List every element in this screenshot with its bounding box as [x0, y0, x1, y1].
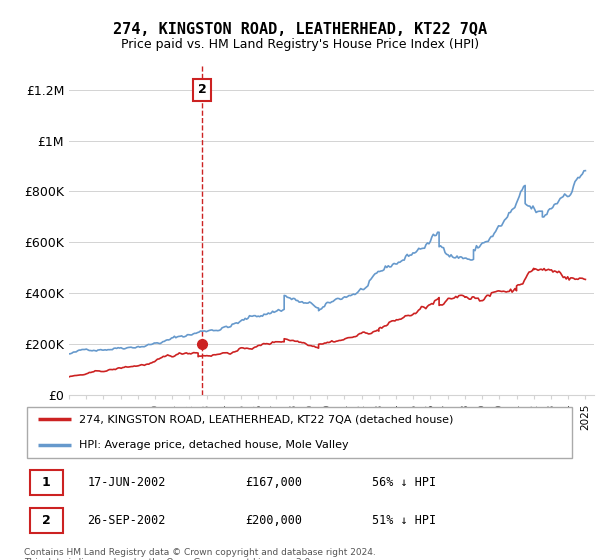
Text: 274, KINGSTON ROAD, LEATHERHEAD, KT22 7QA (detached house): 274, KINGSTON ROAD, LEATHERHEAD, KT22 7Q… [79, 414, 454, 424]
Text: 26-SEP-2002: 26-SEP-2002 [88, 514, 166, 526]
FancyBboxPatch shape [29, 470, 62, 494]
Text: £200,000: £200,000 [245, 514, 302, 526]
Text: £167,000: £167,000 [245, 476, 302, 489]
Text: 2: 2 [198, 83, 206, 96]
FancyBboxPatch shape [29, 508, 62, 533]
Text: 274, KINGSTON ROAD, LEATHERHEAD, KT22 7QA: 274, KINGSTON ROAD, LEATHERHEAD, KT22 7Q… [113, 22, 487, 38]
FancyBboxPatch shape [27, 407, 572, 458]
Text: 56% ↓ HPI: 56% ↓ HPI [372, 476, 436, 489]
Text: 1: 1 [42, 476, 50, 489]
Text: HPI: Average price, detached house, Mole Valley: HPI: Average price, detached house, Mole… [79, 440, 349, 450]
Text: 51% ↓ HPI: 51% ↓ HPI [372, 514, 436, 526]
Text: 2: 2 [42, 514, 50, 526]
Text: Price paid vs. HM Land Registry's House Price Index (HPI): Price paid vs. HM Land Registry's House … [121, 38, 479, 51]
Text: Contains HM Land Registry data © Crown copyright and database right 2024.
This d: Contains HM Land Registry data © Crown c… [24, 548, 376, 560]
Text: 17-JUN-2002: 17-JUN-2002 [88, 476, 166, 489]
